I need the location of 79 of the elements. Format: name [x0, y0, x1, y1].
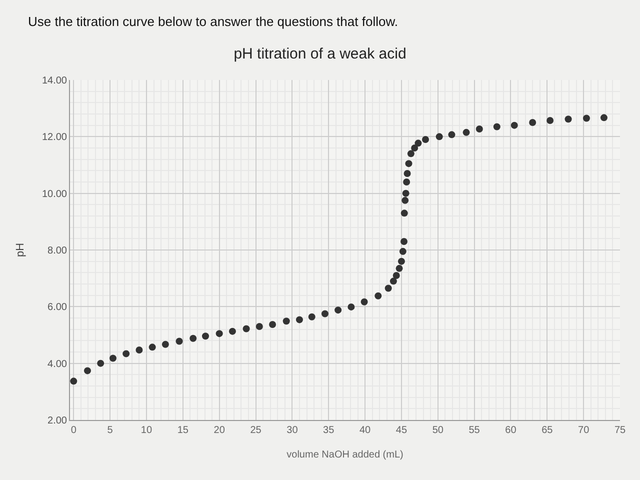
point [529, 119, 536, 126]
x-tick-label: 20 [214, 425, 226, 436]
point [493, 123, 500, 130]
chart-title: pH titration of a weak acid [234, 46, 406, 62]
x-tick-label: 35 [323, 425, 335, 436]
x-tick-label: 45 [396, 425, 408, 436]
point [403, 178, 410, 186]
point [348, 303, 355, 310]
point [392, 272, 400, 279]
point [462, 128, 470, 136]
point [269, 321, 276, 328]
point [405, 160, 412, 168]
x-tick-label: 65 [542, 425, 554, 436]
y-tick-label: 6.00 [48, 302, 68, 314]
x-tick-label: 70 [578, 425, 590, 436]
point [256, 323, 263, 330]
x-tick-label: 75 [614, 425, 626, 436]
point [476, 126, 483, 133]
point [308, 313, 316, 320]
text: Use the titration curve below to answer the questions that follow. [28, 14, 398, 29]
point [122, 350, 130, 358]
point [70, 378, 78, 385]
point [136, 346, 143, 354]
x-tick-label: 0 [70, 425, 77, 436]
point [582, 114, 590, 122]
point [282, 318, 290, 325]
y-tick-label: 2.00 [48, 416, 68, 426]
point [404, 170, 411, 177]
point [148, 344, 156, 351]
point [176, 338, 183, 345]
point [600, 114, 608, 122]
point [190, 334, 197, 342]
point [390, 278, 397, 285]
point [334, 306, 342, 314]
point [321, 310, 328, 318]
point [202, 332, 209, 340]
x-tick-label: 25 [250, 425, 262, 436]
point [399, 248, 406, 255]
point [564, 116, 572, 123]
x-tick-label: 10 [140, 425, 152, 436]
point [422, 136, 429, 143]
y-axis-title: pH [14, 242, 27, 258]
point [402, 196, 409, 204]
y-tick-label: 12.00 [42, 132, 68, 144]
point [162, 340, 169, 348]
x-tick-label: 40 [359, 425, 372, 436]
point [97, 360, 104, 367]
point [374, 292, 382, 300]
x-tick-label: 5 [107, 425, 114, 436]
x-tick-label: 50 [432, 425, 444, 436]
y-tick-label: 10.00 [42, 188, 68, 200]
x-tick-label: 55 [468, 425, 480, 436]
point [448, 131, 456, 138]
point [242, 325, 250, 332]
point [402, 190, 410, 197]
point [109, 354, 116, 362]
point [510, 122, 518, 129]
point [546, 117, 554, 124]
point [407, 150, 414, 158]
point [411, 144, 418, 152]
point [296, 316, 303, 324]
point [400, 238, 408, 245]
point [216, 330, 223, 338]
x-tick-label: 15 [177, 425, 189, 436]
point [400, 210, 408, 217]
y-tick-label: 8.00 [48, 246, 68, 256]
point [228, 328, 236, 335]
point [84, 367, 91, 374]
point [396, 264, 403, 272]
point [360, 298, 368, 306]
y-tick-label: 14.00 [42, 76, 68, 86]
point [398, 258, 405, 265]
point [414, 140, 422, 147]
point [436, 133, 443, 140]
y-tick-label: 4.00 [48, 358, 68, 370]
x-tick-label: 30 [286, 425, 298, 436]
point [384, 284, 392, 292]
x-tick-label: 60 [505, 425, 517, 436]
x-axis-title: volume NaOH added (mL) [286, 450, 404, 460]
